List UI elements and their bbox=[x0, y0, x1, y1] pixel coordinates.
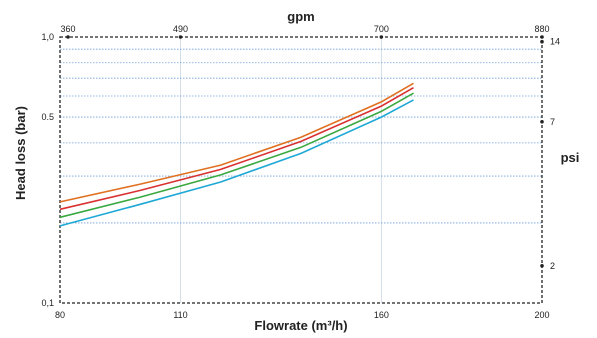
top-tick-mark bbox=[66, 35, 70, 39]
x-tick-label: 80 bbox=[55, 310, 65, 320]
series-line-3 bbox=[59, 92, 414, 219]
right-axis-title: psi bbox=[561, 150, 580, 165]
x-tick-label: 160 bbox=[374, 310, 389, 320]
top-tick-mark bbox=[540, 35, 544, 39]
series-line-4 bbox=[59, 99, 414, 227]
series-line-1 bbox=[59, 82, 414, 203]
right-tick-mark bbox=[540, 39, 544, 44]
right-tick-label: 14 bbox=[550, 37, 560, 47]
x-axis-title: Flowrate (m³/h) bbox=[254, 318, 347, 333]
plot-frame bbox=[59, 36, 543, 304]
y-axis-title: Head loss (bar) bbox=[13, 106, 28, 200]
top-tick-mark bbox=[178, 35, 183, 39]
top-tick-mark bbox=[379, 35, 384, 39]
x-tick-label: 200 bbox=[534, 310, 549, 320]
top-tick-label: 490 bbox=[173, 24, 188, 34]
right-tick-label: 7 bbox=[550, 117, 555, 127]
right-tick-label: 2 bbox=[550, 261, 555, 271]
top-axis-title: gpm bbox=[287, 9, 314, 24]
y-tick-label: 0.5 bbox=[41, 112, 54, 122]
right-tick-mark bbox=[540, 119, 544, 124]
series-layer bbox=[59, 82, 414, 227]
y-tick-label: 1,0 bbox=[41, 32, 54, 42]
grid-layer bbox=[60, 37, 542, 303]
right-tick-mark bbox=[540, 263, 544, 268]
x-tick-label: 110 bbox=[173, 310, 187, 320]
series-line-2 bbox=[59, 87, 414, 211]
y-tick-label: 0,1 bbox=[41, 298, 54, 308]
top-tick-label: 360 bbox=[61, 24, 76, 34]
tick-layer: 80 110 160 200 360 490 700 880 0,1 0.5 1,0 2 7 14 bbox=[41, 24, 560, 320]
top-tick-label: 700 bbox=[374, 24, 389, 34]
top-tick-label: 880 bbox=[534, 24, 549, 34]
